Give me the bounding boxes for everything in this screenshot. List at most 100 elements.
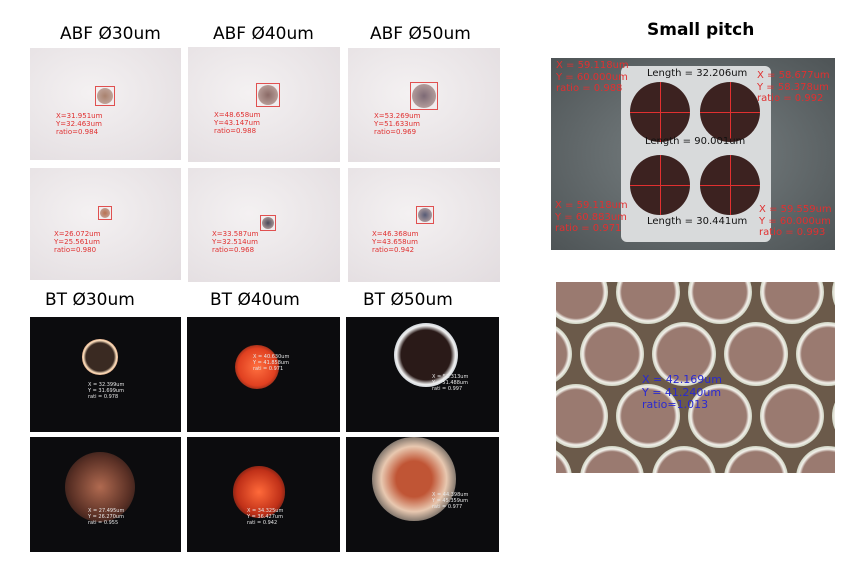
hole xyxy=(652,446,716,473)
hole xyxy=(796,322,835,386)
bt-image: X = 40.630um Y = 41.858um rati = 0.971 xyxy=(187,317,340,432)
measurement-line: X = 40.630um xyxy=(253,354,290,360)
panel-title: BT Ø40um xyxy=(210,290,300,310)
measurement-line: Y = 60.000um xyxy=(759,215,831,227)
measurement-line: ratio = 0.993 xyxy=(759,227,826,238)
section-title: Small pitch xyxy=(647,20,755,40)
measurement: X=46.368um Y=43.658um ratio=0.942 xyxy=(372,230,418,254)
measurement-line: Y = 26.270um xyxy=(88,513,124,520)
hole xyxy=(580,446,644,473)
measurement-line: ratio = 0.992 xyxy=(757,93,824,104)
bt-image: X = 51.313um Y = 51.488um rati = 0.997 xyxy=(346,317,499,432)
hole xyxy=(796,446,835,473)
measurement-line: rati = 0.955 xyxy=(88,519,119,526)
crosshair xyxy=(730,82,731,142)
measurement: X=48.658um Y=43.147um ratio=0.988 xyxy=(214,111,260,135)
measurement-line: Y = 60.000um xyxy=(556,71,628,83)
measurement-line: X = 59.118um xyxy=(556,60,629,71)
measurement: X = 40.630um Y = 41.858um rati = 0.971 xyxy=(253,354,290,372)
hole xyxy=(760,282,824,324)
hole xyxy=(652,322,716,386)
panel-title: ABF Ø40um xyxy=(213,24,314,44)
measurement: X = 44.398um Y = 45.359um rati = 0.977 xyxy=(432,492,469,510)
hole xyxy=(556,384,608,448)
hole xyxy=(82,339,118,375)
hole xyxy=(724,322,788,386)
hole-box xyxy=(95,86,115,106)
abf-image: X=53.269um Y=51.633um ratio=0.969 xyxy=(348,48,500,162)
measurement-line: X = 32.399um xyxy=(88,382,125,388)
panel-title: BT Ø30um xyxy=(45,290,135,310)
measurement: X = 58.677um Y = 58.378um ratio = 0.992 xyxy=(757,70,830,105)
hole xyxy=(556,446,572,473)
measurement-line: Y = 31.699um xyxy=(88,387,124,394)
measurement: X=53.269um Y=51.633um ratio=0.969 xyxy=(374,112,420,136)
measurement-line: X = 51.313um xyxy=(432,374,469,380)
measurement-line: X=53.269um xyxy=(374,112,421,120)
measurement-line: Y = 58.378um xyxy=(757,81,829,93)
measurement-line: Y=51.633um xyxy=(374,120,420,129)
abf-image: X=46.368um Y=43.658um ratio=0.942 xyxy=(348,168,500,282)
hole-box xyxy=(98,206,112,220)
measurement-line: ratio=0.984 xyxy=(56,128,99,137)
pitch-image: X = 59.118um Y = 60.000um ratio = 0.988 X =… xyxy=(551,58,835,250)
hole-box xyxy=(260,215,276,231)
measurement-line: X = 42.169um xyxy=(642,373,722,386)
measurement-line: rati = 0.942 xyxy=(247,519,278,526)
measurement: X = 59.559um Y = 60.000um ratio = 0.993 xyxy=(759,204,832,239)
panel-title: ABF Ø30um xyxy=(60,24,161,44)
hole xyxy=(616,384,680,448)
measurement-line: Y = 41.858um xyxy=(253,359,289,366)
measurement-line: X = 27.495um xyxy=(88,508,125,514)
measurement-line: rati = 0.971 xyxy=(253,365,284,372)
hole xyxy=(832,384,835,448)
measurement-line: X = 34.325um xyxy=(247,508,284,514)
measurement-line: Y = 41.240um xyxy=(642,385,722,399)
measurement: X=26.072um Y=25.561um ratio=0.980 xyxy=(54,230,100,254)
hole xyxy=(760,384,824,448)
length-label: Length = 32.206um xyxy=(647,68,748,79)
hole xyxy=(724,446,788,473)
measurement-line: X=48.658um xyxy=(214,111,261,119)
hole xyxy=(262,217,274,229)
hole-box xyxy=(416,206,434,224)
measurement-line: ratio=1.013 xyxy=(642,398,709,412)
measurement-line: ratio=0.980 xyxy=(54,246,97,255)
abf-image: X=48.658um Y=43.147um ratio=0.988 xyxy=(188,47,340,162)
measurement-line: rati = 0.977 xyxy=(432,503,463,510)
hole xyxy=(412,84,436,108)
crosshair xyxy=(730,155,731,215)
hole xyxy=(372,437,456,521)
length-label: Length = 30.441um xyxy=(647,216,748,227)
measurement-line: X=33.587um xyxy=(212,230,259,238)
hole xyxy=(233,466,285,518)
measurement: X = 42.169um Y = 41.240um ratio=1.013 xyxy=(642,373,722,412)
hole xyxy=(418,208,432,222)
measurement-line: ratio=0.988 xyxy=(214,127,257,136)
measurement: X = 59.118um Y = 60.000um ratio = 0.988 xyxy=(556,60,629,95)
measurement-line: Y=43.658um xyxy=(372,238,418,247)
measurement-line: Y=32.514um xyxy=(212,238,258,247)
hole xyxy=(832,282,835,324)
measurement: X = 59.118um Y = 60.883um ratio = 0.971 xyxy=(555,200,628,235)
hole xyxy=(394,323,458,387)
measurement-line: X = 44.398um xyxy=(432,492,469,498)
hole xyxy=(556,282,608,324)
hole xyxy=(97,88,113,104)
panel-title: ABF Ø50um xyxy=(370,24,471,44)
hole-box xyxy=(256,83,280,107)
measurement-line: X = 58.677um xyxy=(757,70,830,81)
abf-image: X=33.587um Y=32.514um ratio=0.968 xyxy=(188,168,340,282)
measurement-line: ratio = 0.988 xyxy=(556,83,623,94)
measurement-line: Y = 51.488um xyxy=(432,379,468,386)
measurement: X = 34.325um Y = 36.427um rati = 0.942 xyxy=(247,508,284,526)
measurement-line: Y=32.463um xyxy=(56,120,102,129)
measurement-line: Y = 45.359um xyxy=(432,497,468,504)
measurement-line: X = 59.118um xyxy=(555,200,628,211)
hole xyxy=(258,85,278,105)
measurement-line: ratio=0.968 xyxy=(212,246,255,255)
length-label: Length = 90.001um xyxy=(645,136,746,147)
pitch-image: X = 42.169um Y = 41.240um ratio=1.013 xyxy=(556,282,835,473)
measurement-line: rati = 0.997 xyxy=(432,385,463,392)
